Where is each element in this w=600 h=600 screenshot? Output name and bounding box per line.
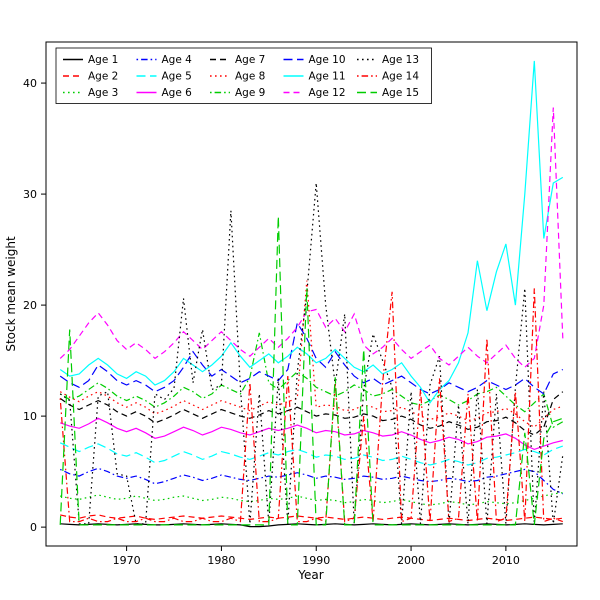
legend-entry-label: Age 5 [162, 71, 192, 83]
legend-entry-label: Age 6 [162, 87, 193, 99]
series-line-age-8 [59, 280, 564, 428]
y-axis-label: Stock mean weight [4, 236, 18, 352]
x-tick-label: 1970 [113, 554, 141, 567]
series-line-age-3 [60, 492, 563, 506]
legend-entry-label: Age 7 [235, 54, 265, 66]
series-line-age-5 [59, 442, 563, 466]
series-line-age-4 [59, 467, 564, 495]
legend-entry-label: Age 2 [88, 71, 118, 83]
legend-entry-label: Age 8 [235, 71, 265, 83]
x-tick-label: 2000 [397, 554, 425, 567]
series-line-age-9 [59, 332, 564, 429]
legend-entry-label: Age 3 [88, 87, 118, 99]
x-tick-label: 1980 [207, 554, 235, 567]
series-line-age-7 [59, 391, 564, 436]
legend-entry-label: Age 9 [235, 87, 265, 99]
y-tick-label: 20 [23, 299, 37, 312]
y-tick-label: 40 [23, 77, 37, 90]
y-tick-label: 30 [23, 188, 37, 201]
legend-entry-label: Age 10 [309, 54, 346, 66]
legend-box [55, 47, 432, 104]
y-tick-label: 10 [23, 410, 37, 423]
legend-entry-label: Age 11 [309, 71, 346, 83]
legend-entry-label: Age 4 [162, 54, 193, 66]
legend-entry-label: Age 14 [382, 71, 419, 83]
series-line-age-2 [60, 514, 563, 522]
legend-entry-label: Age 12 [309, 87, 346, 99]
x-axis-label: Year [297, 568, 323, 582]
legend-entry-label: Age 1 [88, 54, 118, 66]
series-line-age-14 [59, 288, 564, 523]
legend-entry-label: Age 13 [382, 54, 419, 66]
series-line-age-6 [60, 417, 563, 451]
x-tick-label: 1990 [302, 554, 330, 567]
plot-box [45, 41, 578, 547]
series-line-age-11 [59, 60, 564, 404]
series-line-age-1 [60, 523, 563, 528]
series-line-age-12 [59, 107, 564, 369]
y-tick-label: 0 [30, 521, 37, 534]
legend-entry-label: Age 15 [382, 87, 419, 99]
plot-layer: 1970 1980 1990 2000 2010 0 10 20 30 40 Age 1 Age 2 A… [23, 41, 578, 567]
x-tick-label: 2010 [492, 554, 520, 567]
